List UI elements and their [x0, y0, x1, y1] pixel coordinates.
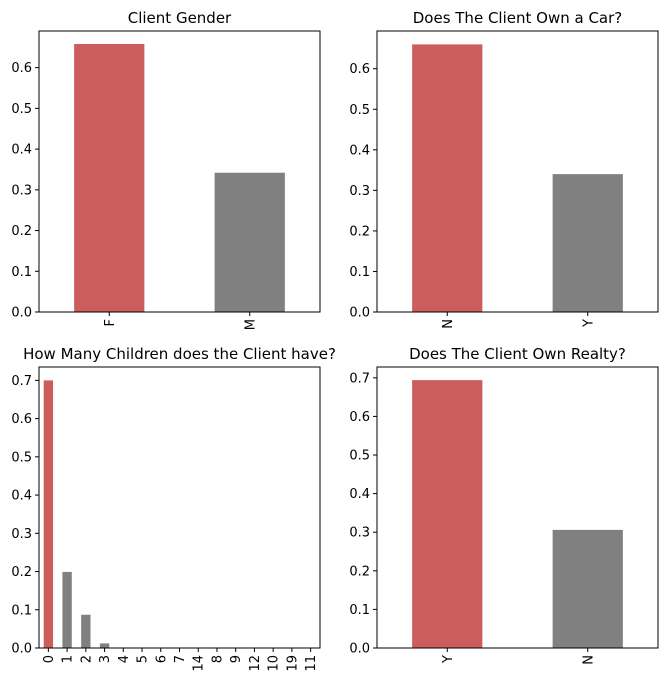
chart-title: Does The Client Own a Car? [413, 9, 623, 27]
plot-frame [376, 366, 659, 649]
y-tick-label: 0.5 [349, 449, 370, 464]
y-tick-label: 0.6 [349, 410, 370, 425]
y-tick-label: 0.3 [349, 526, 370, 541]
x-tick-label: 8 [210, 655, 225, 663]
chart-title: How Many Children does the Client have? [23, 345, 336, 363]
y-tick-label: 0.7 [349, 371, 370, 386]
chart-title: Does The Client Own Realty? [409, 345, 626, 363]
y-tick-label: 0.2 [11, 224, 32, 239]
x-tick-label: 7 [173, 655, 188, 663]
x-tick-label: Y [441, 655, 456, 664]
x-tick-label: 4 [117, 655, 132, 663]
chart-panel-2: 0.0 0.1 0.2 0.3 0.4 0.5 0.6 N Y Does The Client O… [349, 9, 659, 329]
y-tick-label: 0.0 [349, 306, 370, 321]
y-tick-label: 0.2 [349, 564, 370, 579]
x-tick-label: 3 [98, 655, 113, 663]
chart-panel-1: 0.0 0.1 0.2 0.3 0.4 0.5 0.6 F M Client Gender [11, 9, 321, 330]
x-tick-label: N [441, 319, 456, 329]
chart-title: Client Gender [128, 9, 232, 27]
y-tick-label: 0.6 [11, 61, 32, 76]
bar-3 [99, 643, 110, 648]
chart-panel-4: 0.0 0.1 0.2 0.3 0.4 0.5 0.6 0.7 Y N Does The Clien… [349, 345, 659, 665]
x-tick-label: 19 [285, 655, 300, 672]
x-tick-label: 5 [136, 655, 151, 663]
y-tick-label: 0.0 [349, 642, 370, 657]
bar-Y [412, 380, 483, 648]
bar-N [552, 529, 623, 648]
y-tick-label: 0.4 [349, 143, 370, 158]
plot-frame [38, 30, 321, 313]
y-tick-label: 0.7 [11, 374, 32, 389]
y-tick-label: 0.4 [349, 487, 370, 502]
y-tick-label: 0.1 [11, 603, 32, 618]
y-tick-label: 0.1 [349, 603, 370, 618]
x-tick-label: 12 [248, 655, 263, 672]
y-tick-label: 0.3 [11, 183, 32, 198]
bar-2 [81, 614, 91, 648]
y-tick-label: 0.1 [349, 265, 370, 280]
y-tick-label: 0.0 [11, 306, 32, 321]
x-tick-label: N [581, 655, 596, 665]
y-tick-label: 0.4 [11, 489, 32, 504]
y-tick-label: 0.1 [11, 265, 32, 280]
x-tick-label: 6 [154, 655, 169, 663]
y-tick-label: 0.3 [349, 184, 370, 199]
plot-frame [38, 366, 321, 649]
y-tick-label: 0.5 [11, 450, 32, 465]
y-tick-label: 0.5 [11, 102, 32, 117]
x-tick-label: M [243, 319, 258, 330]
x-tick-label: 11 [304, 655, 319, 672]
y-tick-label: 0.4 [11, 143, 32, 158]
x-tick-label: 14 [192, 655, 207, 672]
bar-Y [552, 174, 623, 312]
y-tick-label: 0.6 [11, 412, 32, 427]
chart-panel-3: 0.00.10.20.30.40.50.60.70 1 2 3 4 5 6 7 14 8 9 12 10… [11, 345, 336, 672]
y-tick-label: 0.5 [349, 103, 370, 118]
y-tick-label: 0.0 [11, 642, 32, 657]
x-tick-label: Y [581, 319, 596, 328]
bar-N [412, 44, 483, 312]
x-tick-label: 10 [267, 655, 282, 672]
bar-0 [43, 380, 54, 648]
y-tick-label: 0.2 [11, 565, 32, 580]
bar-F [74, 44, 145, 312]
y-tick-label: 0.2 [349, 224, 370, 239]
y-tick-label: 0.6 [349, 62, 370, 77]
bar-M [214, 172, 285, 312]
x-tick-label: 0 [42, 655, 57, 663]
plot-frame [376, 30, 659, 313]
x-tick-label: F [103, 319, 118, 326]
bar-1 [62, 571, 72, 648]
y-tick-label: 0.3 [11, 527, 32, 542]
x-tick-label: 9 [229, 655, 244, 663]
x-tick-label: 1 [61, 655, 76, 663]
x-tick-label: 2 [79, 655, 94, 663]
